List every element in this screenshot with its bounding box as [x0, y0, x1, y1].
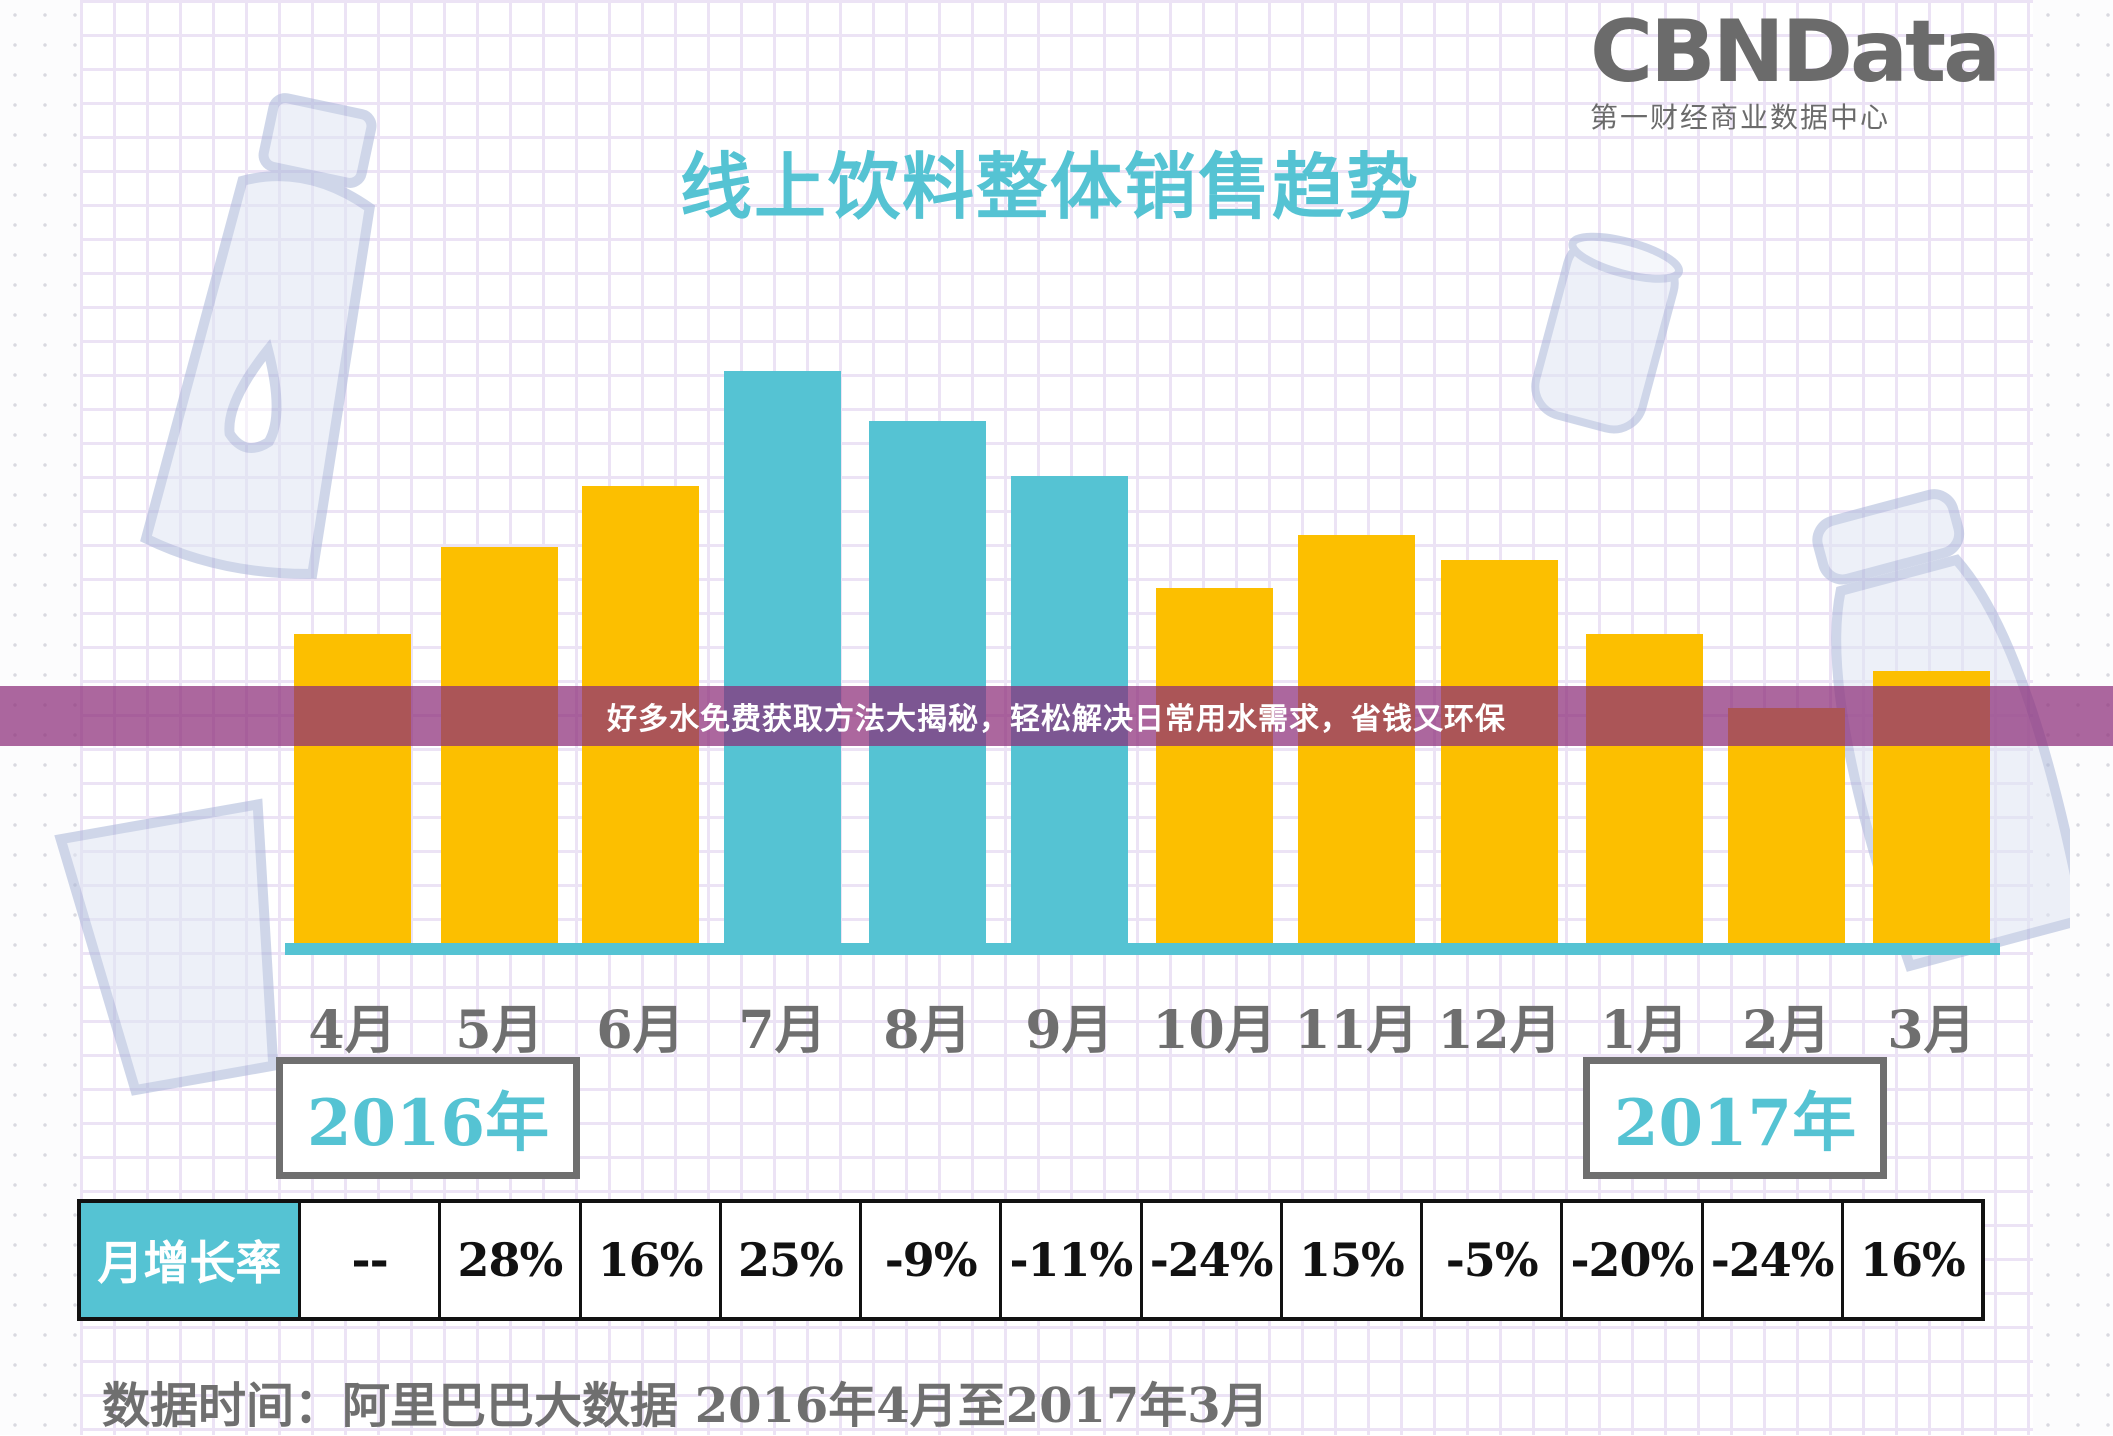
- soda-can-icon: [1531, 232, 1683, 434]
- bar-10月: [1156, 588, 1273, 943]
- water-bottle-icon: [140, 93, 377, 579]
- growth-cell: -11%: [999, 1203, 1139, 1317]
- year-label-2016: 2016年: [276, 1057, 580, 1179]
- month-label: 11月: [1294, 1000, 1419, 1061]
- growth-cell: 16%: [1840, 1203, 1981, 1317]
- month-label: 9月: [1025, 1000, 1114, 1061]
- growth-cell: -24%: [1139, 1203, 1280, 1317]
- headline-banner: 好多水免费获取方法大揭秘，轻松解决日常用水需求，省钱又环保: [0, 686, 2113, 746]
- month-label: 2月: [1742, 1000, 1831, 1061]
- bar-1月: [1586, 634, 1703, 943]
- growth-cell: 15%: [1279, 1203, 1420, 1317]
- logo-subtitle: 第一财经商业数据中心: [1590, 101, 1891, 134]
- month-label: 1月: [1600, 1000, 1689, 1061]
- growth-cell: -5%: [1420, 1203, 1560, 1317]
- drinking-glass-icon: [54, 798, 279, 1096]
- growth-cell: 28%: [438, 1203, 578, 1317]
- growth-cell: -20%: [1560, 1203, 1700, 1317]
- growth-cell: 16%: [578, 1203, 719, 1317]
- growth-rate-header: 月增长率: [81, 1203, 298, 1317]
- growth-rate-table: 月增长率 -- 28% 16% 25% -9% -11% -24% 15% -5…: [77, 1199, 1985, 1321]
- month-label: 4月: [308, 1000, 397, 1061]
- chart-title: 线上饮料整体销售趋势: [679, 144, 1420, 229]
- banner-text: 好多水免费获取方法大揭秘，轻松解决日常用水需求，省钱又环保: [607, 702, 1506, 737]
- bar-2月: [1728, 708, 1845, 943]
- growth-cell: -24%: [1700, 1203, 1841, 1317]
- month-label: 10月: [1152, 1000, 1277, 1061]
- month-label: 8月: [883, 1000, 972, 1061]
- growth-cell: 25%: [718, 1203, 859, 1317]
- bar-8月: [869, 421, 986, 943]
- bar-12月: [1441, 560, 1558, 943]
- x-axis-line: [285, 943, 2000, 955]
- year-label-2017: 2017年: [1583, 1057, 1887, 1179]
- month-label: 5月: [455, 1000, 544, 1061]
- growth-cell: -9%: [859, 1203, 999, 1317]
- month-label: 3月: [1887, 1000, 1976, 1061]
- bar-7月: [724, 371, 841, 943]
- data-source-note: 数据时间：阿里巴巴大数据 2016年4月至2017年3月: [102, 1378, 1269, 1434]
- month-label: 12月: [1437, 1000, 1562, 1061]
- month-label: 7月: [738, 1000, 827, 1061]
- month-label: 6月: [596, 1000, 685, 1061]
- bar-4月: [294, 634, 411, 943]
- growth-cell: --: [298, 1203, 438, 1317]
- cbndata-logo: CBNData 第一财经商业数据中心: [1590, 2, 2010, 136]
- logo-wordmark: CBNData: [1590, 2, 2001, 102]
